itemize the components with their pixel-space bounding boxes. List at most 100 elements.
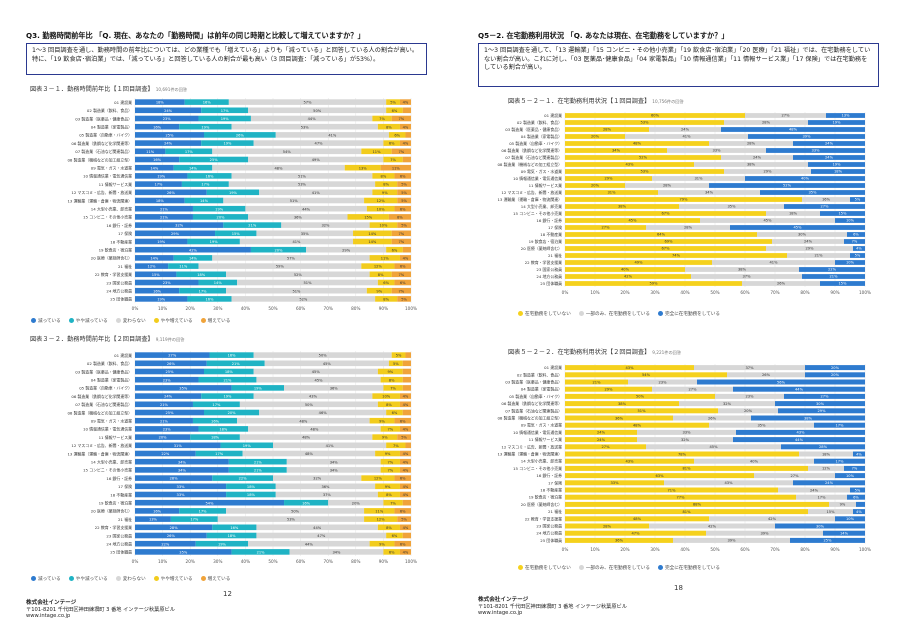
- data-label: 14%: [189, 166, 198, 170]
- data-label: 24%: [753, 156, 762, 160]
- bar-segment: [565, 365, 694, 371]
- bar-segment: [402, 409, 411, 416]
- bar-segment: [201, 140, 254, 146]
- data-label: 18%: [156, 101, 165, 105]
- data-label: 27%: [602, 226, 611, 230]
- category-label: 25 団体職員: [540, 538, 562, 543]
- legend-label: やや増えている: [160, 319, 193, 324]
- bar-segment: [694, 365, 805, 371]
- bar-segment: [766, 211, 820, 216]
- bar-segment: [253, 140, 384, 146]
- data-label: 10%: [846, 474, 855, 478]
- x-tick-label: 80%: [351, 559, 360, 564]
- bar-segment: [565, 480, 664, 486]
- data-label: 6%: [400, 477, 406, 481]
- bar-segment: [212, 148, 362, 155]
- category-label: 08 製造業（機械などの加工組立型）: [67, 410, 132, 415]
- data-label: 20%: [159, 436, 168, 440]
- legend-item: やや増えている: [153, 318, 193, 324]
- category-label: 19 飲食店・宿泊業: [99, 501, 133, 506]
- data-label: 53%: [298, 183, 307, 187]
- bar-segment: [397, 296, 411, 302]
- data-label: 57%: [304, 101, 313, 105]
- bar-segment: [377, 524, 400, 531]
- data-label: 47%: [315, 142, 324, 146]
- data-label: 17%: [199, 289, 208, 293]
- bar-segment: [135, 115, 199, 122]
- bar-segment: [391, 148, 411, 155]
- chart-title-text: 図表３－２．勤務時間前年比【２回目調査】: [30, 336, 154, 343]
- left-page: Q3. 勤務時間前年比 「Q. 現在、あなたの「勤務時間」は前年の同じ時期と比較…: [26, 31, 427, 619]
- legend-item: やや増えている: [153, 576, 193, 582]
- bar-segment: [226, 483, 276, 490]
- bar-segment: [245, 205, 367, 212]
- bar-segment: [231, 296, 376, 302]
- bar-segment: [372, 393, 400, 399]
- bar-segment: [217, 516, 365, 522]
- data-label: 38%: [738, 268, 747, 272]
- legend-swatch: [200, 318, 206, 323]
- bar-segment: [286, 467, 381, 473]
- data-label: 37%: [746, 366, 755, 370]
- bar-segment: [228, 458, 287, 465]
- data-label: 42%: [189, 248, 198, 252]
- category-label: 24 地方公務員: [536, 274, 562, 279]
- data-label: 11%: [146, 150, 155, 154]
- bar-segment: [212, 524, 257, 531]
- data-label: 26%: [167, 362, 176, 366]
- bar-segment: [187, 238, 240, 245]
- bar-segment: [565, 113, 745, 118]
- data-label: 4%: [403, 485, 409, 489]
- category-label: 22 教育・学習支援業: [525, 516, 562, 521]
- bar-segment: [712, 260, 835, 265]
- data-label: 44%: [795, 438, 804, 442]
- bar-segment: [399, 426, 411, 432]
- data-label: 6%: [400, 265, 406, 269]
- bar-segment: [135, 279, 199, 286]
- legend-label: 在宅勤務をしていない: [525, 566, 571, 571]
- bar-segment: [394, 263, 411, 269]
- data-label: 7%: [390, 158, 396, 162]
- data-label: 16%: [206, 298, 215, 302]
- bar-segment: [847, 494, 865, 500]
- bar-segment: [402, 246, 411, 253]
- data-label: 18%: [789, 212, 798, 216]
- data-label: 28%: [762, 121, 771, 125]
- bar-segment: [135, 483, 227, 490]
- legend-remote-2: 在宅勤務をしていない 一部のみ、在宅勤務をしている 完全に在宅勤務をしている: [518, 565, 720, 571]
- data-label: 5%: [390, 101, 396, 105]
- bar-segment: [760, 190, 865, 195]
- data-label: 17%: [185, 150, 194, 154]
- bar-segment: [721, 155, 793, 160]
- legend-swatch: [518, 565, 523, 570]
- data-label: 36%: [294, 216, 303, 220]
- bar-segment: [135, 140, 202, 146]
- category-label: 01 建設業: [114, 100, 132, 105]
- data-label: 52%: [639, 156, 648, 160]
- bar-segment: [226, 508, 365, 514]
- bar-segment: [565, 211, 766, 216]
- x-tick-label: 60%: [296, 306, 305, 311]
- category-label: 12 マスコミ・広告、新聞・放送業: [501, 444, 562, 449]
- data-label: 8%: [383, 298, 389, 302]
- data-label: 6%: [853, 496, 859, 500]
- bar-segment: [394, 173, 411, 179]
- bar-segment: [565, 120, 724, 125]
- bar-segment: [391, 115, 411, 122]
- bar-segment: [195, 450, 243, 457]
- category-label: 17 保険: [118, 231, 132, 236]
- legend-item: 増えている: [200, 318, 230, 324]
- data-label: 48%: [310, 428, 319, 432]
- left-summary-box: 1～3 回目調査を通し、勤務時間の前年比については、どの業種でも「増えている」よ…: [26, 43, 427, 75]
- data-label: 29%: [806, 247, 815, 251]
- data-label: 7%: [398, 117, 404, 121]
- data-label: 19%: [157, 175, 166, 179]
- data-label: 4%: [403, 452, 409, 456]
- category-label: 12 マスコミ・広告、新聞・放送業: [71, 443, 132, 448]
- bar-segment: [727, 372, 805, 378]
- bar-segment: [286, 458, 381, 465]
- right-page: Q5－2. 在宅勤務利用状況 「Q. あなたは現在、在宅勤務をしていますか？」 …: [450, 0, 900, 639]
- bar-segment: [625, 183, 709, 188]
- data-label: 21%: [160, 216, 169, 220]
- data-label: 30%: [816, 524, 825, 528]
